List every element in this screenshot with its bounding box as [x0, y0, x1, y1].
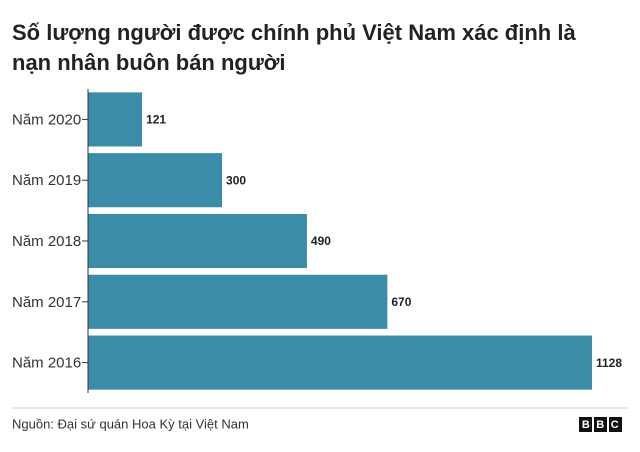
value-label: 670	[391, 295, 411, 309]
y-tick-label: Năm 2020	[12, 111, 81, 128]
y-tick-label: Năm 2017	[12, 294, 81, 311]
y-tick-label: Năm 2019	[12, 172, 81, 189]
value-label: 1128	[596, 356, 622, 370]
bar	[88, 92, 143, 147]
logo: BBC	[582, 419, 625, 431]
bar	[88, 153, 223, 208]
value-label: 121	[146, 113, 166, 127]
logo-block	[594, 417, 607, 432]
y-tick-label: Năm 2018	[12, 233, 81, 250]
bar	[88, 274, 388, 329]
logo-block	[609, 417, 622, 432]
source: Nguồn: Đại sứ quán Hoa Kỳ tại Việt Nam	[12, 416, 249, 431]
logo-block	[579, 417, 592, 432]
value-label: 300	[226, 173, 246, 187]
bar	[88, 335, 592, 390]
chart-title: Số lượng người được chính phủ Việt Nam x…	[12, 20, 576, 75]
value-label: 490	[311, 234, 331, 248]
y-tick-label: Năm 2016	[12, 355, 81, 372]
bar	[88, 213, 307, 269]
